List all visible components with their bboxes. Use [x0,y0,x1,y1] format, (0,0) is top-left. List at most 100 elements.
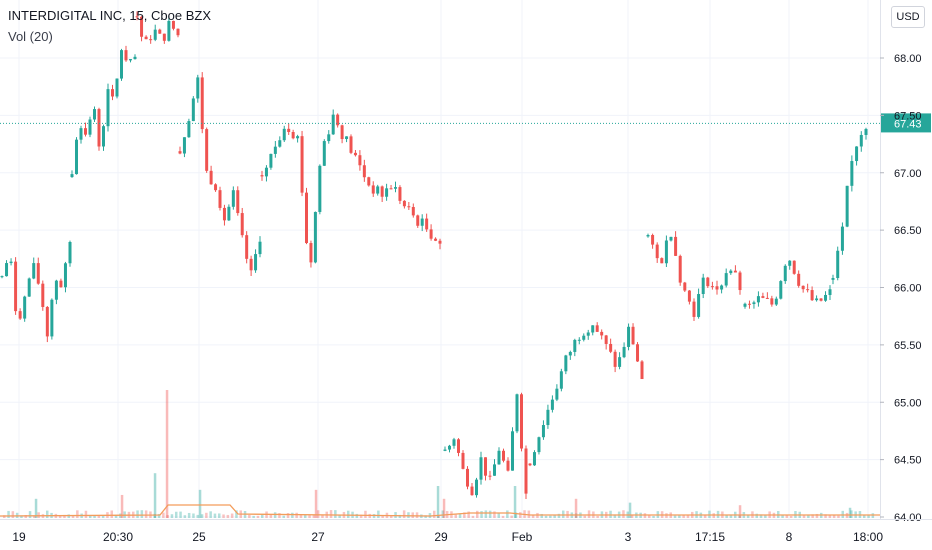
volume-bar [424,515,427,518]
candle-body [380,186,384,197]
volume-bar [295,512,298,518]
volume-bar [540,513,543,518]
candle-body [45,306,49,337]
volume-bar [867,514,870,518]
candle-body [627,326,631,347]
candle-body [470,486,474,496]
candle-body [788,260,792,266]
volume-bar [544,515,548,518]
candle-body [135,16,139,18]
volume-bar [63,514,66,518]
candle-body [715,286,719,290]
candle-body [9,261,13,264]
candle-body [18,311,22,319]
volume-bar [165,390,169,518]
candle-body [187,121,191,138]
candle-body [32,263,36,279]
candle-body [733,270,737,273]
currency-button[interactable]: USD [891,6,925,28]
volume-bar [140,510,144,518]
candle-body [70,174,74,178]
x-tick-label: 8 [786,530,793,544]
volume-bar [402,510,406,518]
volume-bar [34,498,38,518]
candle-body [371,185,375,194]
candle-body [461,452,465,469]
volume-bar [316,510,320,518]
candle-body [287,128,291,133]
x-tick-label: 18:00 [853,530,883,544]
volume-bar [463,512,466,518]
candle-body [640,361,644,380]
candle-body [515,394,519,432]
volume-bar [596,515,599,518]
candle-body [115,78,119,97]
candle-body [555,388,559,400]
volume-bar [583,515,586,518]
volume-bar [200,514,204,518]
volume-bar [484,510,488,518]
candle-body [850,161,854,186]
volume-bar [58,515,62,518]
candle-body [14,261,18,312]
y-tick-label: 68.00 [894,53,922,65]
candle-body [568,351,572,356]
candle-body [300,136,304,193]
candle-body [214,184,218,191]
volume-bar [850,510,853,518]
volume-bar [157,513,161,518]
volume-bar [789,515,793,518]
volume-bar [415,512,419,518]
volume-bar [848,507,852,518]
candle-body [327,134,331,142]
last-price-line: 67.43 [0,113,931,133]
candle-body [479,457,483,480]
candle-body [443,449,447,451]
volume-bar [338,515,341,518]
volume-bar [433,510,436,518]
volume-bar [347,510,350,518]
volume-bar [359,514,363,518]
candle-body [678,255,682,283]
candle-body [855,146,859,162]
volume-bar [506,510,509,518]
volume-bar [755,513,758,518]
volume-bar [192,513,195,518]
volume-bar [114,514,118,518]
candle-body [636,344,640,362]
volume-bar [230,513,234,518]
candle-body [706,277,710,287]
candle-body [167,20,171,41]
candle-body [231,190,235,207]
volume-bar [205,512,208,518]
candle-body [124,50,128,61]
volume-bar [471,515,475,518]
candle-body [305,192,308,244]
volume-bar [33,515,36,518]
y-tick-label: 65.50 [894,340,922,352]
volume-bar [437,515,440,518]
candle-body [282,128,286,141]
candle-body [488,475,492,477]
candle-body [178,151,182,154]
volume-bar [815,513,819,518]
volume-bar [613,514,617,518]
volume-bar [824,514,827,518]
candle-body [362,165,366,178]
x-tick-label: 20:30 [103,530,133,544]
candle-body [129,59,132,61]
volume-bar [454,514,457,518]
volume-bar [71,515,75,518]
candle-body [102,126,105,147]
candle-body [660,258,664,264]
candle-body [389,188,393,190]
candle-body [358,155,362,166]
volume-bar [213,513,217,518]
candle-body [0,276,4,278]
volume-bar [153,513,156,518]
candle-body [5,263,9,277]
candle-body [674,236,678,256]
candle-body [162,33,166,41]
candle-body [511,431,514,471]
